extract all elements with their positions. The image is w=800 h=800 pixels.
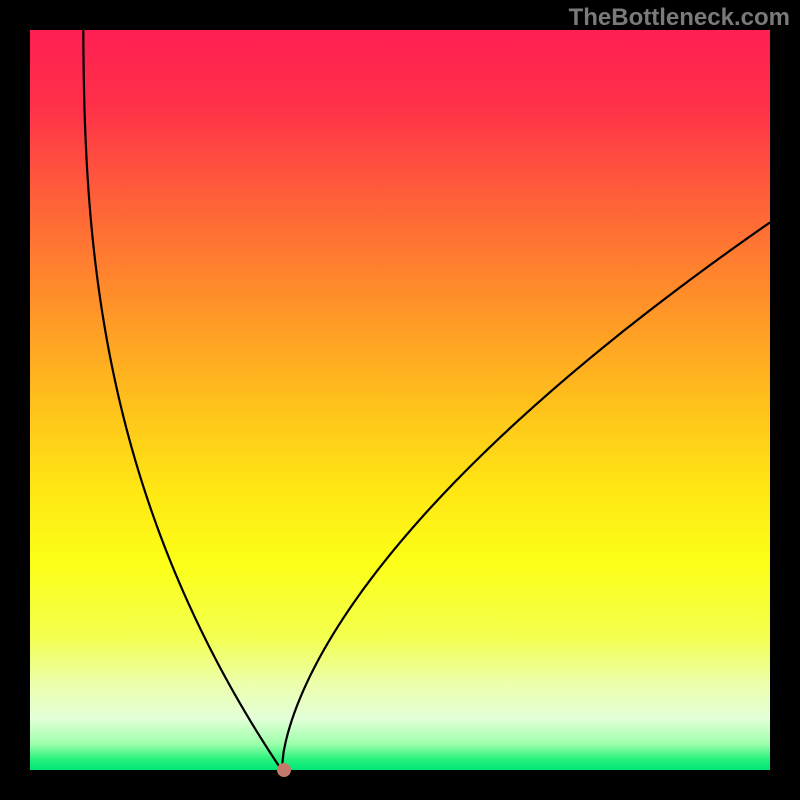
plot-svg [30, 30, 770, 770]
watermark-text: TheBottleneck.com [569, 4, 790, 32]
gradient-background [30, 30, 770, 770]
plot-area [30, 30, 770, 770]
min-marker [277, 763, 291, 777]
